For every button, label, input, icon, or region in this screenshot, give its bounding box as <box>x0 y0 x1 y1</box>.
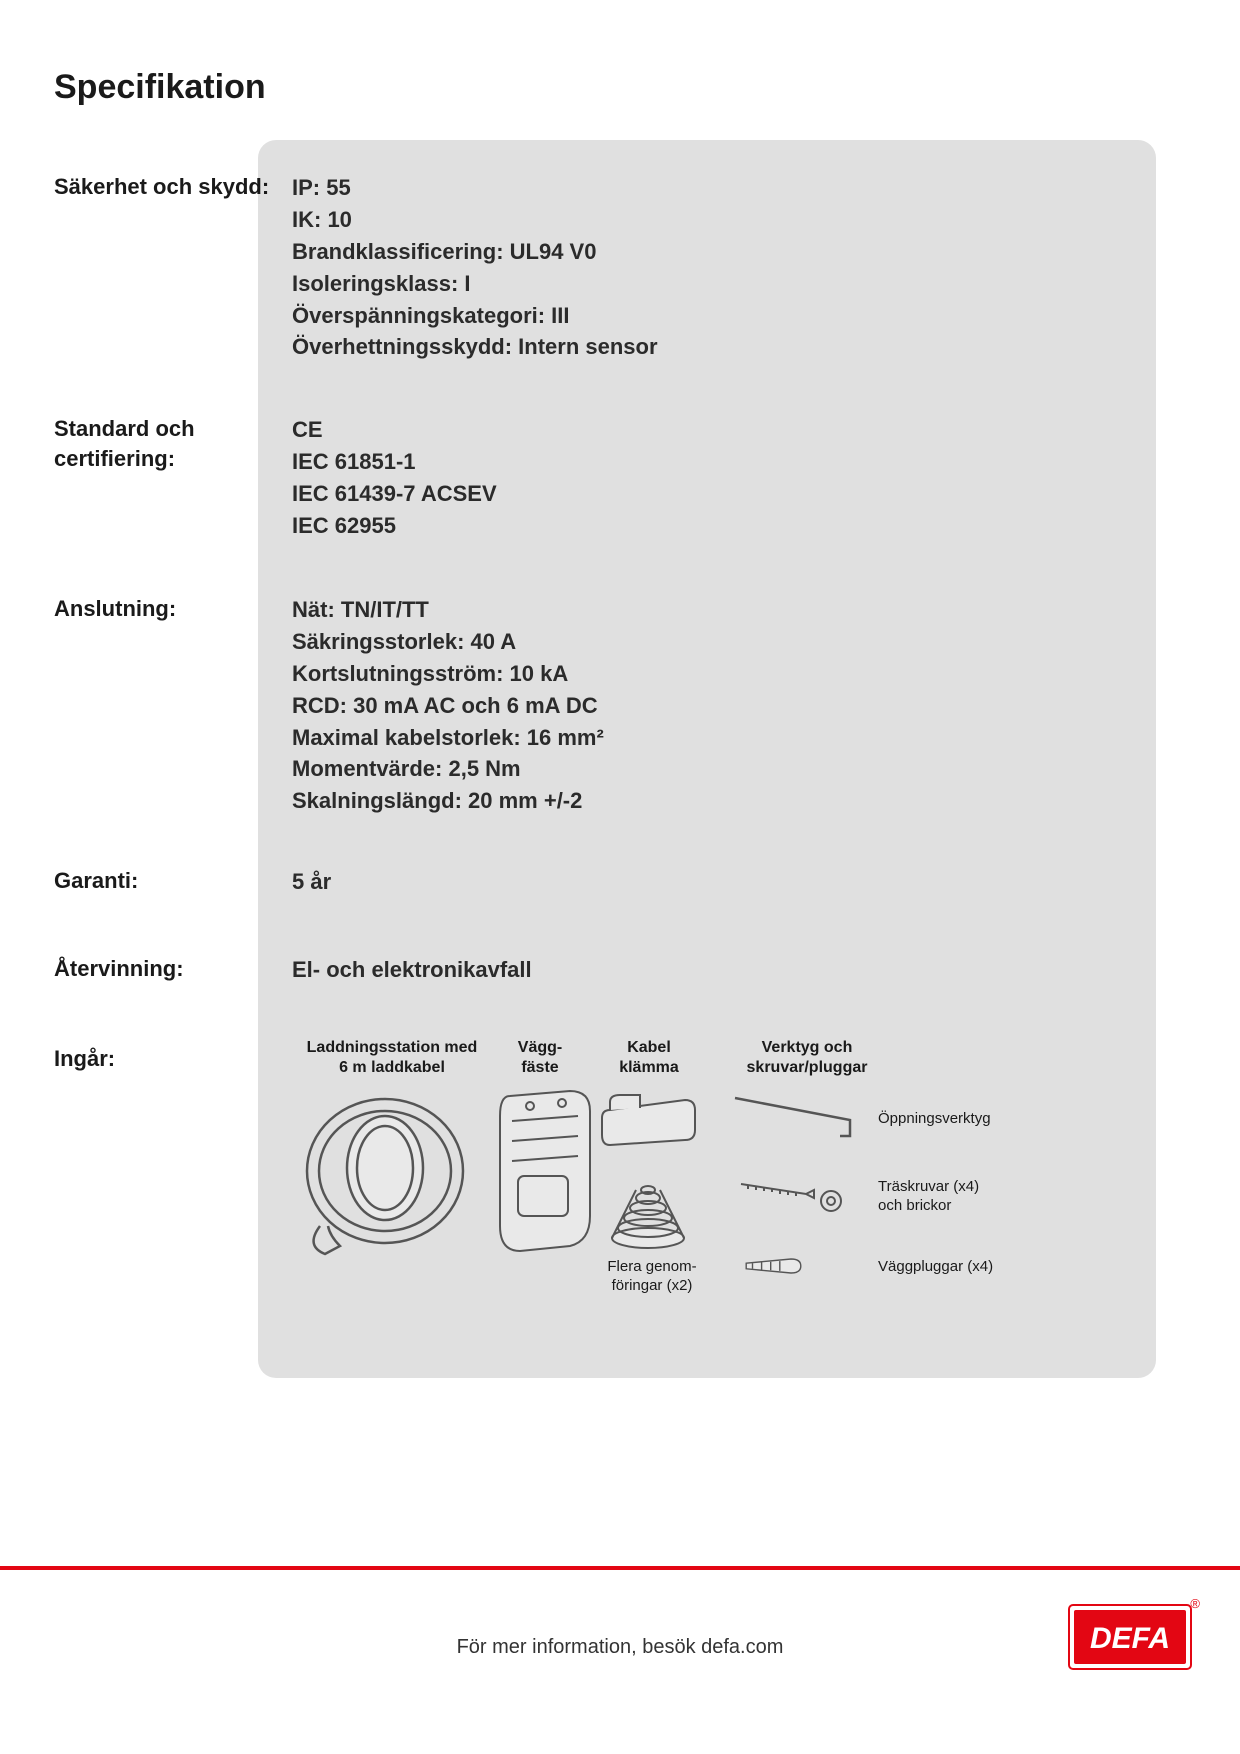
spec-line: Överspänningskategori: III <box>292 300 658 332</box>
included-wood-screws-label: Träskruvar (x4) och brickor <box>878 1178 979 1216</box>
label-warranty: Garanti: <box>54 866 138 896</box>
logo-text: DEFA <box>1090 1622 1170 1655</box>
label-recycle: Återvinning: <box>54 954 184 984</box>
label-included: Ingår: <box>54 1044 115 1074</box>
defa-logo: DEFA <box>1068 1604 1192 1670</box>
spec-line: Nät: TN/IT/TT <box>292 594 604 626</box>
spec-line: IEC 61851-1 <box>292 446 497 478</box>
charger-icon <box>300 1086 470 1256</box>
included-wall-plugs-label: Väggpluggar (x4) <box>878 1258 993 1277</box>
included-clamp-label: Kabel klämma <box>604 1038 694 1078</box>
label-safety: Säkerhet och skydd: <box>54 172 269 202</box>
grommet-icon <box>608 1170 688 1250</box>
spec-line: Maximal kabelstorlek: 16 mm² <box>292 722 604 754</box>
footer-divider <box>0 1566 1240 1570</box>
spec-line: Säkringsstorlek: 40 A <box>292 626 604 658</box>
value-warranty: 5 år <box>292 866 331 898</box>
included-mount-label: Vägg- fäste <box>500 1038 580 1078</box>
included-charger-label: Laddningsstation med 6 m laddkabel <box>302 1038 482 1078</box>
spec-line: IP: 55 <box>292 172 658 204</box>
wood-screw-icon <box>736 1176 846 1216</box>
spec-line: IK: 10 <box>292 204 658 236</box>
spec-line: 5 år <box>292 866 331 898</box>
page: Specifikation Säkerhet och skydd: IP: 55… <box>0 0 1240 1754</box>
included-grommet-label: Flera genom- föringar (x2) <box>592 1258 712 1296</box>
wall-plug-icon <box>742 1254 812 1278</box>
spec-line: Överhettningsskydd: Intern sensor <box>292 331 658 363</box>
spec-line: Brandklassificering: UL94 V0 <box>292 236 658 268</box>
spec-line: Isoleringsklass: I <box>292 268 658 300</box>
label-conn: Anslutning: <box>54 594 176 624</box>
included-opening-tool-label: Öppningsverktyg <box>878 1110 991 1129</box>
spec-line: IEC 62955 <box>292 510 497 542</box>
spec-line: CE <box>292 414 497 446</box>
value-cert: CE IEC 61851-1 IEC 61439-7 ACSEV IEC 629… <box>292 414 497 542</box>
spec-line: IEC 61439-7 ACSEV <box>292 478 497 510</box>
opening-tool-icon <box>730 1090 870 1140</box>
included-tools-header: Verktyg och skruvar/pluggar <box>732 1038 882 1078</box>
value-safety: IP: 55 IK: 10 Brandklassificering: UL94 … <box>292 172 658 363</box>
spec-line: Kortslutningsström: 10 kA <box>292 658 604 690</box>
label-cert: Standard och certifiering: <box>54 414 195 473</box>
wall-mount-icon <box>490 1086 600 1256</box>
spec-line: Momentvärde: 2,5 Nm <box>292 753 604 785</box>
page-title: Specifikation <box>54 68 266 107</box>
cable-clamp-icon <box>600 1090 700 1150</box>
spec-line: El- och elektronikavfall <box>292 954 532 986</box>
spec-line: RCD: 30 mA AC och 6 mA DC <box>292 690 604 722</box>
value-conn: Nät: TN/IT/TT Säkringsstorlek: 40 A Kort… <box>292 594 604 817</box>
spec-line: Skalningslängd: 20 mm +/-2 <box>292 785 604 817</box>
value-recycle: El- och elektronikavfall <box>292 954 532 986</box>
footer-text: För mer information, besök defa.com <box>0 1636 1240 1659</box>
